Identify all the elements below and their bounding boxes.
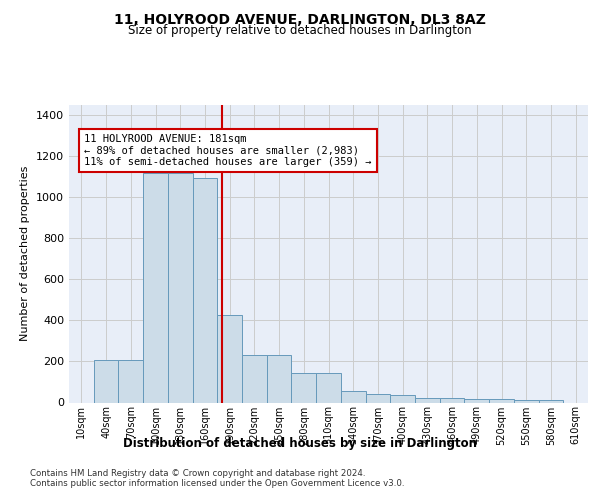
Bar xyxy=(168,172,193,402)
Bar xyxy=(440,398,464,402)
Bar xyxy=(267,356,292,403)
Text: Contains HM Land Registry data © Crown copyright and database right 2024.: Contains HM Land Registry data © Crown c… xyxy=(30,469,365,478)
Bar xyxy=(365,394,390,402)
Text: 11, HOLYROOD AVENUE, DARLINGTON, DL3 8AZ: 11, HOLYROOD AVENUE, DARLINGTON, DL3 8AZ xyxy=(114,12,486,26)
Bar xyxy=(341,391,365,402)
Text: 11 HOLYROOD AVENUE: 181sqm
← 89% of detached houses are smaller (2,983)
11% of s: 11 HOLYROOD AVENUE: 181sqm ← 89% of deta… xyxy=(84,134,371,167)
Bar xyxy=(514,400,539,402)
Bar xyxy=(292,373,316,402)
Bar xyxy=(118,360,143,403)
Y-axis label: Number of detached properties: Number of detached properties xyxy=(20,166,31,342)
Text: Contains public sector information licensed under the Open Government Licence v3: Contains public sector information licen… xyxy=(30,479,404,488)
Bar xyxy=(539,400,563,402)
Bar xyxy=(143,172,168,402)
Bar xyxy=(242,356,267,403)
Bar xyxy=(217,316,242,402)
Bar xyxy=(94,360,118,403)
Bar xyxy=(489,400,514,402)
Bar xyxy=(193,178,217,402)
Text: Distribution of detached houses by size in Darlington: Distribution of detached houses by size … xyxy=(123,438,477,450)
Bar xyxy=(316,373,341,402)
Bar xyxy=(390,396,415,402)
Bar xyxy=(464,400,489,402)
Text: Size of property relative to detached houses in Darlington: Size of property relative to detached ho… xyxy=(128,24,472,37)
Bar xyxy=(415,398,440,402)
